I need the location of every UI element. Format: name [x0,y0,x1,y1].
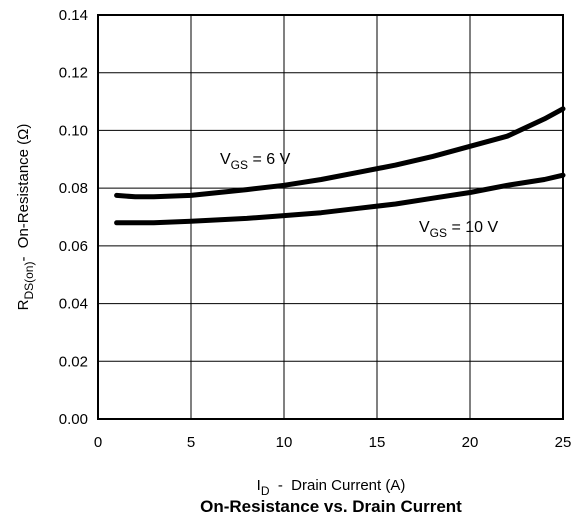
x-tick-labels: 0 5 10 15 20 25 [94,434,572,451]
y-tick-label-2: 0.04 [59,296,88,313]
y-tick-label-4: 0.08 [59,180,88,197]
y-tick-label-1: 0.02 [59,353,88,370]
x-tick-label-1: 5 [187,434,195,451]
y-axis-title: RDS(on)- On-Resistance (Ω) [15,124,36,311]
series-label-vgs-6: VGS = 6 V [220,151,291,172]
x-tick-label-3: 15 [369,434,386,451]
y-tick-label-7: 0.14 [59,7,88,24]
y-tick-label-6: 0.12 [59,65,88,82]
series-label-vgs-10: VGS = 10 V [419,219,498,240]
plot-frame [97,14,564,420]
y-tick-labels: 0.00 0.02 0.04 0.06 0.08 0.10 0.12 0.14 [59,7,88,428]
y-tick-label-5: 0.10 [59,122,88,139]
x-tick-label-2: 10 [276,434,293,451]
y-tick-label-0: 0.00 [59,411,88,428]
x-tick-label-0: 0 [94,434,102,451]
series-group [114,106,566,226]
chart-title: On-Resistance vs. Drain Current [200,497,462,516]
x-axis-title: ID - Drain Current (A) [257,477,406,498]
y-tick-label-3: 0.06 [59,238,88,255]
grid [97,14,564,420]
series-line-1 [114,172,566,226]
x-tick-label-5: 25 [555,434,572,451]
x-tick-label-4: 20 [462,434,479,451]
series-line-0 [114,106,566,200]
